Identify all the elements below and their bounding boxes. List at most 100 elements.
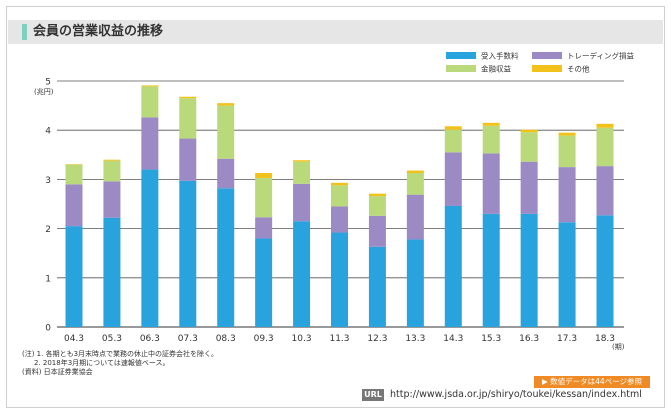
bar-segment (293, 161, 311, 184)
bar-segment (444, 205, 462, 327)
bar-segment (217, 188, 235, 327)
bar-segment (482, 153, 500, 214)
bar-segment (596, 215, 614, 327)
note-source: (資料) 日本証券業協会 (22, 368, 93, 376)
x-tick-label: 09.3 (254, 334, 274, 344)
bar-segment (406, 173, 424, 195)
y-tick-label: 1 (45, 274, 51, 284)
bar-segment (255, 177, 273, 218)
legend-swatch (532, 65, 562, 72)
y-tick-labels: 0 1 2 3 4 5 (45, 78, 51, 334)
bar-segment (558, 135, 576, 168)
x-tick-label: 13.3 (405, 334, 425, 344)
bar-segment (65, 184, 83, 227)
data-reference-link[interactable]: ▶ 数値データは44ページ参照 (534, 376, 650, 388)
bar-segment (293, 221, 311, 327)
bar-segment (368, 215, 386, 247)
bars (65, 85, 614, 327)
bar-segment (444, 129, 462, 153)
x-tick-label: 08.3 (216, 334, 236, 344)
bar-segment (482, 213, 500, 327)
chart-title: 会員の営業収益の推移 (33, 24, 164, 39)
legend-swatch (532, 52, 562, 59)
title-bar (8, 20, 663, 44)
x-tick-label: 05.3 (102, 334, 122, 344)
bar-segment (103, 159, 121, 161)
bar-segment (406, 170, 424, 174)
y-tick-label: 2 (45, 225, 51, 235)
x-tick-label: 12.3 (367, 334, 387, 344)
bar-segment (368, 196, 386, 216)
legend-label: 金融収益 (481, 64, 511, 74)
bar-segment (406, 194, 424, 240)
url-badge: URL (362, 389, 384, 401)
bar-segment (103, 160, 121, 182)
bar-segment (482, 122, 500, 126)
bar-segment (141, 169, 159, 327)
note-2: 2. 2018年3月期については速報値ベース。 (34, 359, 170, 367)
x-tick-label: 07.3 (178, 334, 198, 344)
bar-segment (596, 127, 614, 167)
x-unit-label: (期) (612, 343, 625, 351)
url-link[interactable]: http://www.jsda.or.jp/shiryo/toukei/kess… (390, 389, 642, 400)
bar-segment (65, 164, 83, 185)
bar-segment (596, 166, 614, 216)
legend-label: トレーディング損益 (567, 51, 634, 61)
x-tick-label: 16.3 (519, 334, 539, 344)
y-unit-label: (兆円) (34, 87, 54, 96)
bar-segment (141, 117, 159, 170)
bar-segment (255, 238, 273, 327)
legend-label: 受入手数料 (481, 51, 519, 61)
bar-segment (179, 96, 197, 99)
bar-segment (444, 126, 462, 130)
bar-segment (331, 232, 348, 327)
x-tick-label: 17.3 (557, 334, 577, 344)
bar-segment (520, 132, 538, 162)
bar-segment (103, 217, 121, 327)
notes: (注) 1. 各期とも3月末時点で業務の休止中の証券会社を除く。 2. 2018… (22, 350, 218, 377)
x-tick-label: 11.3 (329, 334, 349, 344)
bar-segment (558, 132, 576, 136)
bar-segment (293, 160, 311, 162)
x-tick-label: 06.3 (140, 334, 160, 344)
y-tick-label: 3 (45, 176, 51, 186)
bar-segment (520, 161, 538, 214)
y-tick-label: 5 (45, 78, 51, 88)
bar-segment (331, 182, 348, 186)
bar-segment (596, 123, 614, 128)
y-tick-label: 4 (45, 127, 51, 137)
bar-segment (558, 222, 576, 327)
bar-segment (179, 138, 197, 181)
bar-segment (444, 152, 462, 206)
bar-segment (179, 180, 197, 327)
bar-segment (217, 103, 235, 106)
bar-segment (520, 213, 538, 327)
x-tick-label: 18.3 (595, 334, 615, 344)
legend-swatch (446, 65, 476, 72)
title-marker (22, 24, 27, 40)
bar-segment (558, 167, 576, 223)
bar-segment (482, 125, 500, 154)
x-tick-label: 15.3 (481, 334, 501, 344)
bar-segment (406, 239, 424, 327)
bar-segment (368, 246, 386, 327)
bar-segment (255, 173, 273, 178)
bar-segment (293, 183, 311, 222)
bar-segment (141, 85, 159, 87)
y-tick-label: 0 (45, 324, 51, 334)
legend-swatch (446, 52, 476, 59)
bar-segment (179, 98, 197, 139)
bar-segment (255, 217, 273, 239)
x-tick-labels: 04.3 05.3 06.3 07.3 08.3 09.3 10.3 11.3 12.3 13.3… (64, 334, 615, 344)
bar-segment (217, 158, 235, 189)
bar-segment (141, 86, 159, 118)
bar-segment (368, 193, 386, 197)
legend-label: その他 (567, 64, 590, 74)
bar-segment (217, 105, 235, 159)
note-1: (注) 1. 各期とも3月末時点で業務の休止中の証券会社を除く。 (22, 350, 219, 358)
bar-segment (65, 226, 83, 327)
bar-segment (331, 185, 348, 207)
x-tick-label: 14.3 (443, 334, 463, 344)
